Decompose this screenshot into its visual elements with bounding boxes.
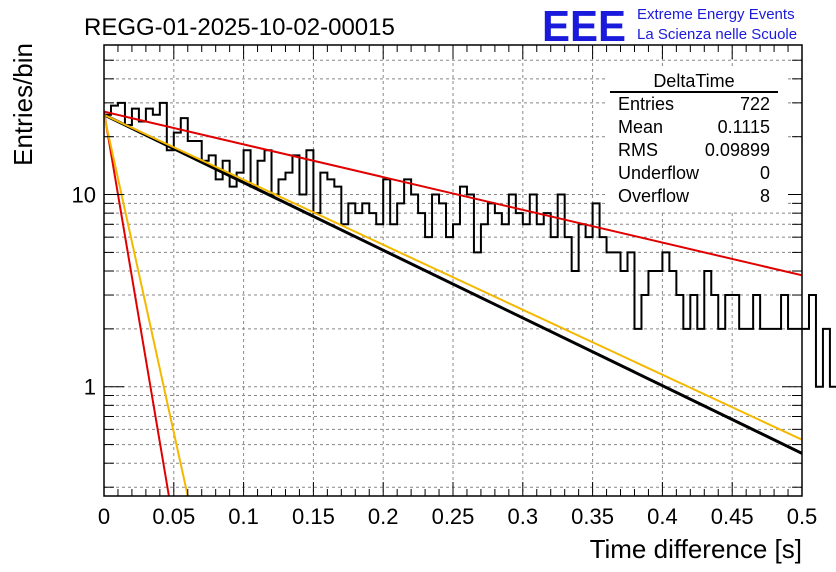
y-axis-label: Entries/bin — [8, 43, 38, 166]
x-tick-label: 0.3 — [508, 504, 539, 529]
stats-value-rms: 0.09899 — [705, 140, 770, 160]
y-tick-label: 10 — [72, 183, 96, 208]
x-tick-label: 0.4 — [647, 504, 678, 529]
x-tick-label: 0.25 — [432, 504, 475, 529]
stats-label-underflow: Underflow — [618, 163, 700, 183]
curve-steep-orange — [104, 114, 189, 496]
stats-value-underflow: 0 — [760, 163, 770, 183]
x-tick-label: 0.2 — [368, 504, 399, 529]
curve-steep-red — [104, 111, 170, 496]
histogram — [104, 101, 836, 388]
x-tick-label: 0 — [98, 504, 110, 529]
stats-value-entries: 722 — [740, 94, 770, 114]
stats-value-mean: 0.1115 — [718, 117, 770, 137]
stats-label-rms: RMS — [618, 140, 658, 160]
x-tick-label: 0.45 — [711, 504, 754, 529]
curve-band-orange — [104, 113, 802, 441]
x-tick-label: 0.15 — [292, 504, 335, 529]
axes: 0 0.05 0.1 0.15 0.2 0.25 0.3 0.35 0.4 0.45 0.5 1 10 — [72, 44, 818, 529]
stats-label-mean: Mean — [618, 117, 663, 137]
logo-line1: Extreme Energy Events — [637, 6, 795, 23]
curve-upper-slow — [104, 110, 802, 277]
stats-label-overflow: Overflow — [618, 186, 690, 206]
x-axis-label: Time difference [s] — [590, 534, 802, 564]
x-tick-label: 0.35 — [571, 504, 614, 529]
histogram-series — [104, 101, 836, 388]
stats-box: DeltaTime Entries 722 Mean 0.1115 RMS 0.… — [606, 66, 788, 210]
curve-fit — [104, 113, 802, 455]
grid — [104, 45, 802, 496]
logo-line2: La Scienza nelle Scuole — [637, 26, 797, 43]
fit-curves — [104, 110, 802, 496]
chart-title: REGG-01-2025-10-02-00015 — [84, 14, 395, 41]
stats-title: DeltaTime — [653, 71, 734, 91]
eee-logo: EEE Extreme Energy Events La Scienza nel… — [542, 2, 797, 51]
x-tick-label: 0.1 — [228, 504, 259, 529]
stats-value-overflow: 8 — [760, 186, 770, 206]
stats-label-entries: Entries — [618, 94, 674, 114]
y-tick-label: 1 — [84, 375, 96, 400]
logo-mark: EEE — [542, 2, 626, 51]
x-tick-label: 0.05 — [152, 504, 195, 529]
x-tick-label: 0.5 — [787, 504, 818, 529]
